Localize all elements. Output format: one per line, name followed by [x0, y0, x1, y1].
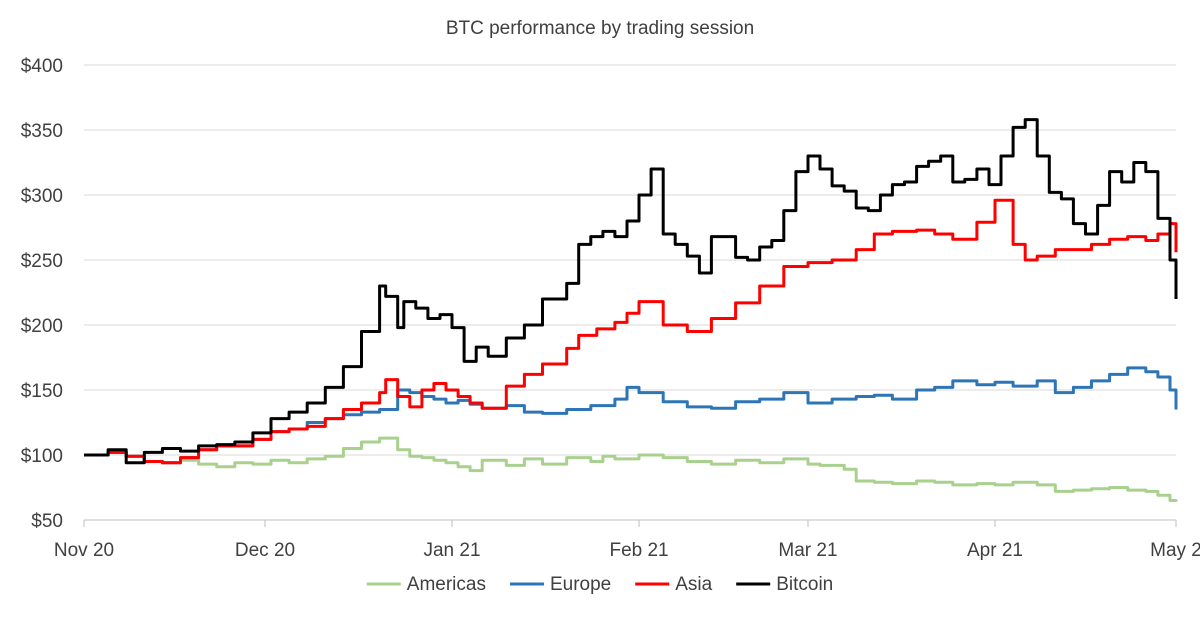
series-line-asia [84, 198, 1178, 465]
legend: Americas Europe Asia Bitcoin [366, 574, 833, 595]
series-line-bitcoin [84, 118, 1178, 465]
x-tick-label: Apr 21 [967, 540, 1023, 561]
y-tick-label: $250 [21, 251, 63, 272]
y-tick-label: $400 [21, 56, 63, 77]
legend-label-asia: Asia [675, 574, 712, 595]
y-tick-label: $300 [21, 186, 63, 207]
series-line-americas [84, 436, 1178, 502]
series-line-europe [84, 366, 1178, 465]
y-tick-label: $100 [21, 446, 63, 467]
chart-title: BTC performance by trading session [446, 18, 754, 39]
x-tick-label: Jan 21 [423, 540, 480, 561]
y-tick-label: $150 [21, 381, 63, 402]
x-tick-label: May 2 [1150, 540, 1200, 561]
x-tick-label: Feb 21 [609, 540, 668, 561]
y-tick-label: $350 [21, 121, 63, 142]
y-tick-label: $200 [21, 316, 63, 337]
legend-label-americas: Americas [407, 574, 486, 595]
y-tick-label: $50 [31, 511, 63, 532]
x-tick-label: Nov 20 [54, 540, 114, 561]
x-tick-label: Mar 21 [778, 540, 837, 561]
grid-layer [84, 64, 1176, 456]
legend-label-bitcoin: Bitcoin [776, 574, 833, 595]
x-tick-label: Dec 20 [235, 540, 295, 561]
axis-layer: $50 $100 $150 $200 $250 $300 $350 $400 Nov 20 Dec… [21, 56, 1200, 561]
legend-label-europe: Europe [550, 574, 611, 595]
series-layer [84, 118, 1178, 502]
